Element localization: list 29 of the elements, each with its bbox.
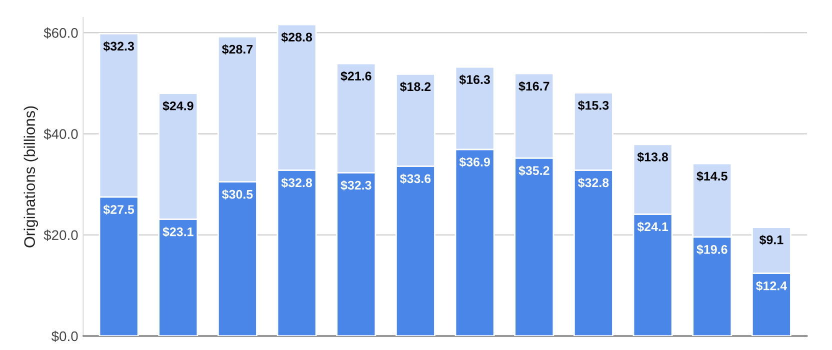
data-label: $35.2	[518, 166, 550, 176]
data-label: $24.9	[162, 100, 194, 112]
data-label: $30.5	[222, 189, 253, 200]
data-label: $16.7	[518, 81, 550, 92]
y-axis-title: Originations (billions)	[24, 106, 38, 248]
data-label: $23.1	[162, 226, 194, 237]
data-label: $28.8	[281, 32, 312, 42]
data-label: $32.3	[103, 41, 134, 52]
data-label: $33.6	[400, 174, 431, 184]
data-label: $18.2	[400, 82, 431, 92]
data-label: $12.4	[756, 280, 788, 292]
data-label: $24.1	[637, 222, 668, 232]
data-label: $28.7	[222, 44, 253, 54]
y-tick-label: $40.0	[44, 128, 78, 140]
data-label: $21.6	[340, 71, 372, 82]
y-tick-label: $60.0	[44, 27, 78, 39]
data-label: $32.3	[340, 180, 372, 190]
data-label: $32.8	[281, 178, 312, 188]
data-label: $14.5	[696, 171, 728, 182]
data-label: $15.3	[578, 100, 609, 111]
data-label: $16.3	[459, 74, 490, 85]
data-label: $13.8	[637, 152, 668, 162]
y-tick-label: $0.0	[51, 330, 78, 342]
data-label: $9.1	[759, 234, 784, 246]
data-label: $32.8	[578, 178, 609, 188]
data-label: $36.9	[459, 157, 490, 168]
data-label: $27.5	[103, 204, 134, 215]
data-label: $19.6	[696, 244, 728, 255]
y-tick-label: $20.0	[44, 230, 78, 241]
